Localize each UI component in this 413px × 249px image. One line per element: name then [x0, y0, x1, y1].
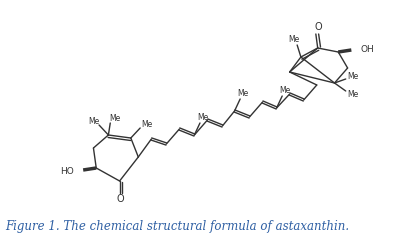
Text: Me: Me	[347, 71, 358, 80]
Text: Me: Me	[88, 117, 99, 125]
Text: Me: Me	[279, 85, 290, 95]
Text: Me: Me	[141, 120, 152, 128]
Text: Me: Me	[347, 89, 358, 99]
Text: Figure 1. The chemical structural formula of astaxanthin.: Figure 1. The chemical structural formul…	[5, 220, 348, 233]
Text: Me: Me	[288, 35, 299, 44]
Text: HO: HO	[60, 167, 74, 176]
Text: Me: Me	[197, 113, 208, 122]
Text: O: O	[116, 194, 124, 204]
Text: Me: Me	[237, 88, 248, 98]
Text: Me: Me	[109, 114, 120, 123]
Text: OH: OH	[360, 45, 373, 54]
Text: O: O	[314, 22, 322, 32]
